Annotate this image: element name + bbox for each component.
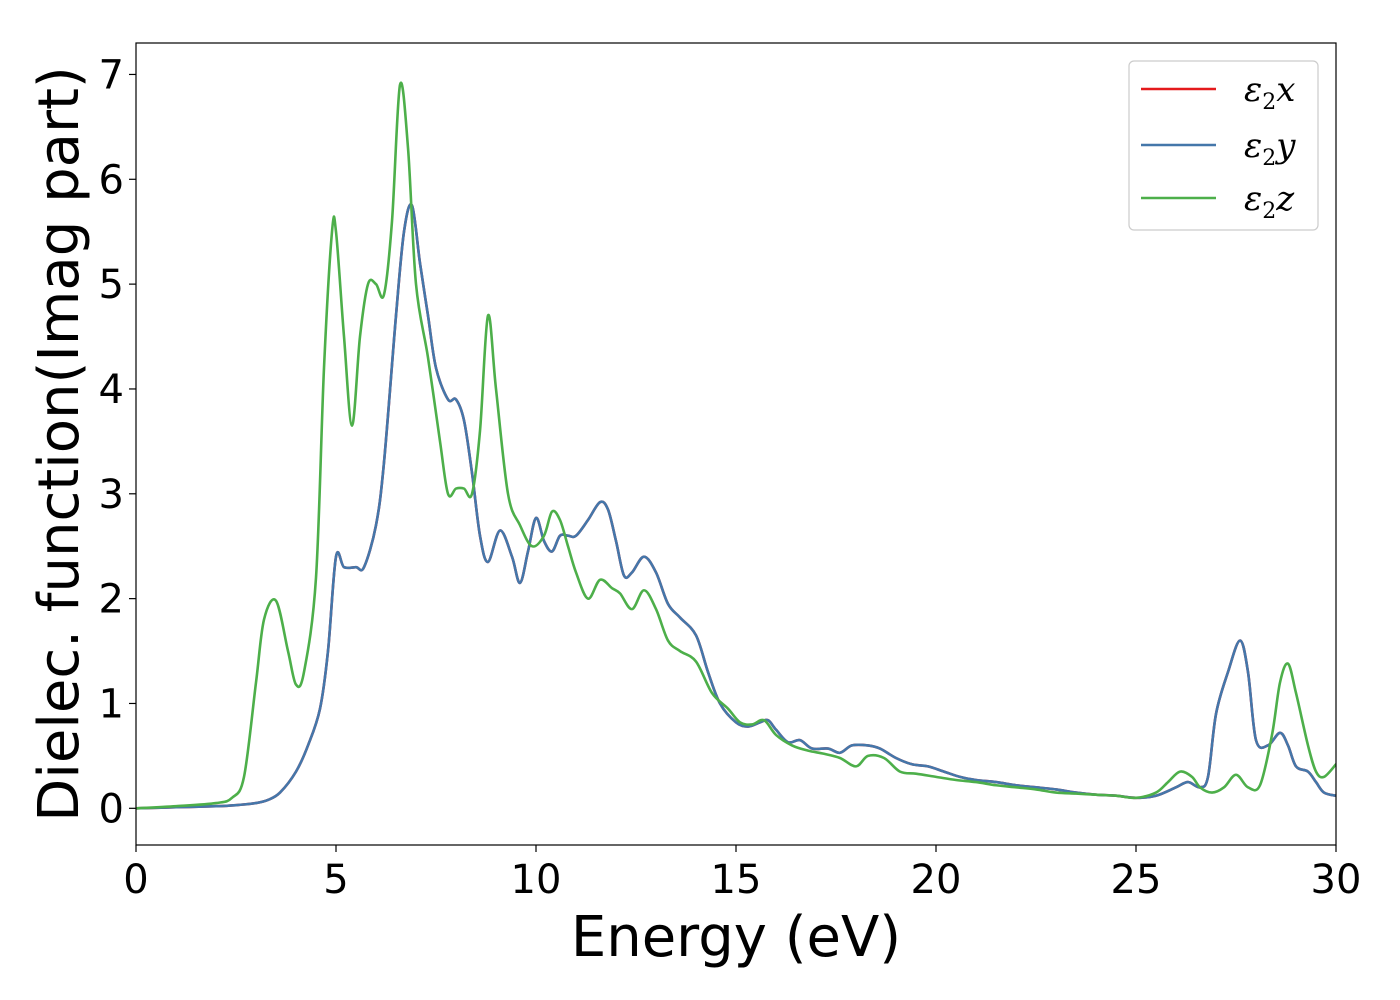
legend-symbol: ε (1244, 70, 1262, 110)
legend-component: y (1274, 126, 1296, 166)
y-axis-title: Dielec. function(Imag part) (27, 66, 92, 822)
y-tick-label: 4 (99, 367, 124, 413)
y-tick-label: 2 (99, 577, 124, 623)
x-axis-title: Energy (eV) (571, 905, 901, 970)
y-axis-ticks: 0 1 2 3 4 5 6 7 (99, 52, 136, 832)
legend-label-x: ε2x (1244, 70, 1295, 115)
x-tick-label: 20 (911, 857, 962, 903)
x-axis-ticks: 0 5 10 15 20 25 30 (123, 845, 1361, 903)
series-layer (136, 81, 1336, 810)
x-tick-label: 5 (323, 857, 348, 903)
legend-box (1128, 60, 1319, 231)
x-tick-label: 10 (511, 857, 562, 903)
x-tick-label: 0 (123, 857, 148, 903)
x-tick-label: 25 (1111, 857, 1162, 903)
legend-component: z (1275, 179, 1295, 219)
y-tick-label: 5 (99, 262, 124, 308)
legend-component: x (1276, 70, 1295, 110)
legend-subscript: 2 (1262, 146, 1276, 171)
y-tick-label: 0 (99, 786, 124, 832)
legend-label-z: ε2z (1244, 179, 1295, 224)
legend-symbol: ε (1244, 179, 1262, 219)
x-tick-label: 30 (1311, 857, 1362, 903)
y-tick-label: 3 (99, 472, 124, 518)
y-tick-label: 1 (99, 681, 124, 727)
legend-subscript: 2 (1262, 199, 1276, 224)
legend-subscript: 2 (1262, 90, 1276, 115)
legend-symbol: ε (1244, 126, 1262, 166)
legend-label-y: ε2y (1244, 126, 1296, 171)
y-tick-label: 6 (99, 157, 124, 203)
x-tick-label: 15 (711, 857, 762, 903)
y-tick-label: 7 (99, 52, 124, 98)
series-line-y (136, 203, 1336, 810)
series-line-z (136, 81, 1336, 810)
